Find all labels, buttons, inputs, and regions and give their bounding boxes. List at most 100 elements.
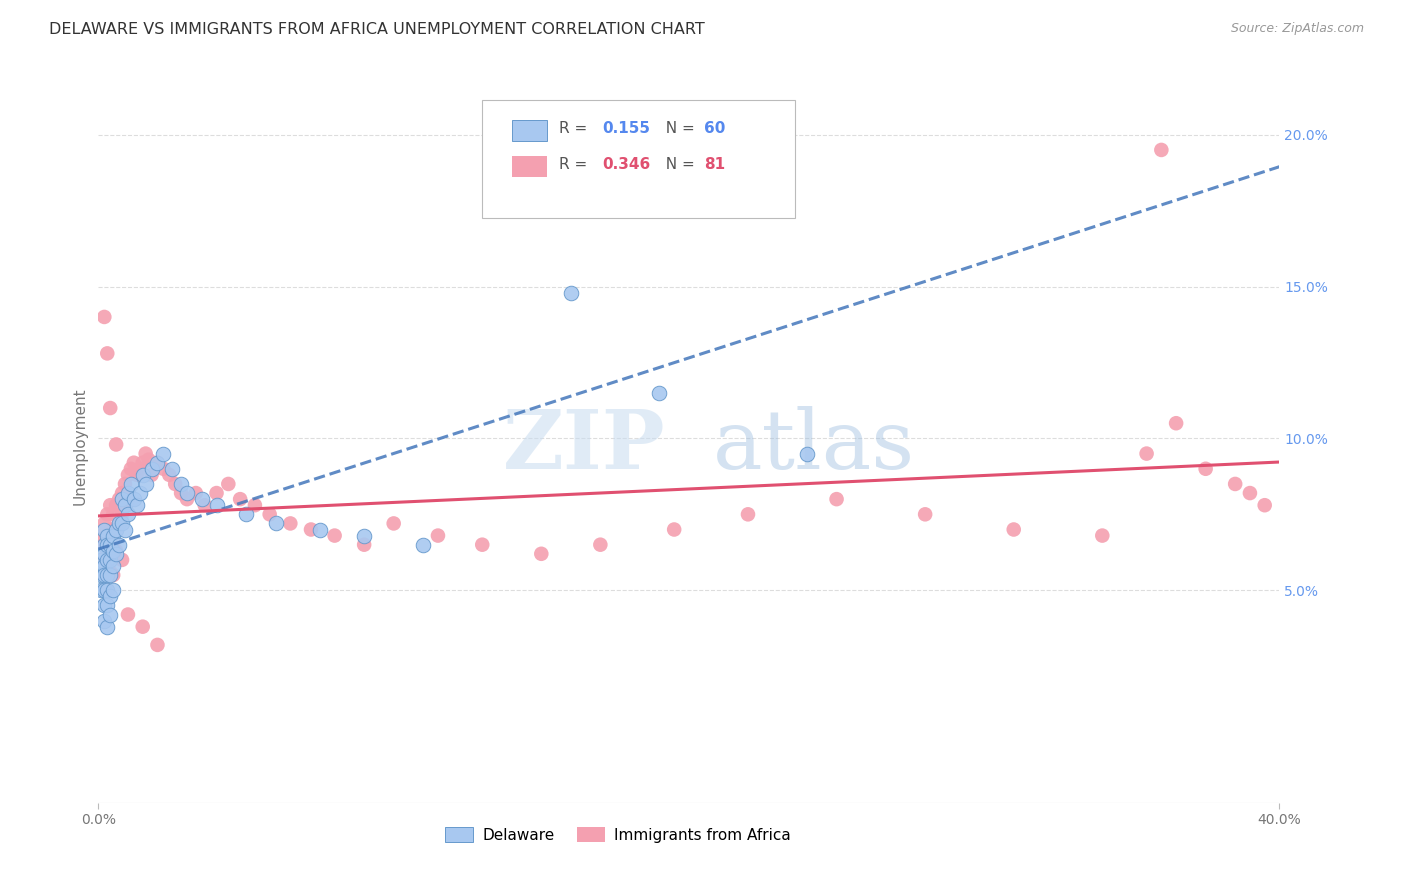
Text: 0.155: 0.155 [603, 121, 651, 136]
Text: R =: R = [560, 121, 592, 136]
Point [353, 528, 375, 542]
Point [530, 547, 553, 561]
Point [299, 523, 322, 537]
Point [96, 538, 118, 552]
Point [1150, 143, 1173, 157]
Point [1225, 477, 1247, 491]
Text: N =: N = [655, 121, 700, 136]
Point [103, 528, 125, 542]
FancyBboxPatch shape [482, 100, 796, 218]
Point [664, 523, 686, 537]
Point [108, 492, 131, 507]
Point [103, 568, 125, 582]
Bar [512, 155, 547, 177]
Point [93, 538, 115, 552]
Point [157, 467, 180, 482]
Point [264, 516, 287, 531]
Point [141, 467, 163, 482]
Text: 81: 81 [704, 157, 725, 171]
Point [96, 528, 118, 542]
Text: atlas: atlas [713, 406, 915, 486]
Point [796, 447, 818, 461]
Point [471, 538, 494, 552]
Point [96, 599, 118, 613]
Point [184, 486, 207, 500]
Point [111, 516, 134, 531]
Point [353, 538, 375, 552]
Point [120, 477, 142, 491]
Point [117, 492, 139, 507]
Point [108, 516, 131, 531]
Bar [512, 120, 547, 141]
Text: Source: ZipAtlas.com: Source: ZipAtlas.com [1230, 22, 1364, 36]
Point [93, 310, 115, 324]
Point [194, 498, 217, 512]
Point [96, 553, 118, 567]
Point [205, 486, 228, 500]
Point [737, 508, 759, 522]
Point [170, 486, 193, 500]
Point [103, 583, 125, 598]
Point [146, 638, 169, 652]
Point [98, 565, 121, 579]
Point [152, 462, 174, 476]
Point [93, 523, 115, 537]
Point [125, 467, 148, 482]
Point [1239, 486, 1261, 500]
Point [98, 498, 121, 512]
Point [105, 437, 128, 451]
Text: R =: R = [560, 157, 592, 171]
Point [1091, 528, 1114, 542]
Point [382, 516, 405, 531]
Point [114, 498, 136, 512]
Text: ZIP: ZIP [503, 406, 665, 486]
Point [165, 477, 187, 491]
Point [1002, 523, 1025, 537]
Point [93, 553, 115, 567]
Point [93, 568, 115, 582]
Point [90, 553, 112, 567]
Point [114, 477, 136, 491]
Point [93, 516, 115, 531]
Point [111, 486, 134, 500]
Point [96, 547, 118, 561]
Point [105, 523, 128, 537]
Point [103, 543, 125, 558]
Point [93, 599, 115, 613]
Point [90, 528, 112, 542]
Text: N =: N = [655, 157, 700, 171]
Point [427, 528, 450, 542]
Point [560, 285, 582, 300]
Point [132, 620, 155, 634]
Point [103, 528, 125, 542]
Point [90, 583, 112, 598]
Point [93, 614, 115, 628]
Legend: Delaware, Immigrants from Africa: Delaware, Immigrants from Africa [439, 821, 797, 848]
Point [309, 523, 332, 537]
Point [96, 568, 118, 582]
Point [162, 462, 183, 476]
Point [98, 553, 121, 567]
Point [825, 492, 848, 507]
Point [323, 528, 346, 542]
Point [111, 492, 134, 507]
Point [98, 401, 121, 415]
Point [229, 492, 252, 507]
Y-axis label: Unemployment: Unemployment [72, 387, 87, 505]
Point [108, 516, 131, 531]
Point [98, 590, 121, 604]
Point [120, 462, 142, 476]
Point [1136, 447, 1159, 461]
Point [501, 173, 523, 187]
Point [98, 538, 121, 552]
Point [146, 456, 169, 470]
Point [217, 477, 239, 491]
Point [1254, 498, 1277, 512]
Point [96, 583, 118, 598]
Point [176, 492, 198, 507]
Point [117, 508, 139, 522]
Point [243, 498, 266, 512]
Point [98, 523, 121, 537]
Point [280, 516, 302, 531]
Point [90, 568, 112, 582]
